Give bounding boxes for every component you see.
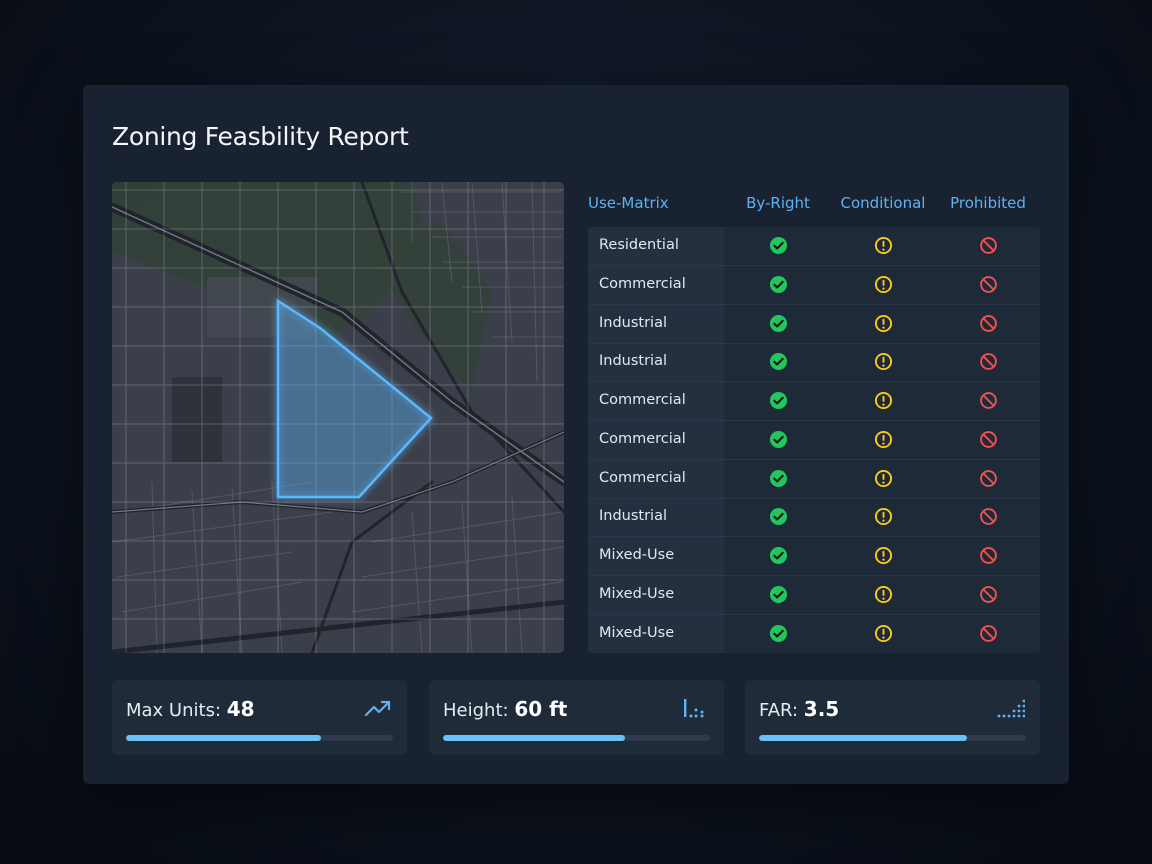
prohibited-icon xyxy=(979,275,998,294)
progress-track xyxy=(759,735,1026,741)
check-circle-icon xyxy=(769,314,788,333)
header-by-right[interactable]: By-Right xyxy=(746,194,810,212)
row-label: Industrial xyxy=(599,314,668,331)
table-row[interactable]: Mixed-Use xyxy=(588,615,1040,653)
row-label: Commercial xyxy=(599,469,686,486)
prohibited-icon xyxy=(979,352,998,371)
warning-circle-icon xyxy=(874,469,893,488)
header-conditional[interactable]: Conditional xyxy=(840,194,926,212)
prohibited-icon xyxy=(979,314,998,333)
stat-max-units: Max Units: 48 xyxy=(112,680,407,755)
prohibited-icon xyxy=(979,624,998,643)
prohibited-icon xyxy=(979,507,998,526)
map-canvas xyxy=(112,182,564,653)
prohibited-icon xyxy=(979,469,998,488)
row-label: Residential xyxy=(599,237,679,253)
site-map[interactable] xyxy=(112,182,564,653)
row-label: Mixed-Use xyxy=(599,585,675,602)
matrix-body: Residential Commercial Industrial Industria… xyxy=(588,227,1040,653)
stat-label: Height: xyxy=(443,700,509,721)
row-label: Industrial xyxy=(599,508,668,525)
page-title: Zoning Feasbility Report xyxy=(112,122,409,151)
table-row[interactable]: Commercial xyxy=(588,266,1040,305)
bar-dots-icon xyxy=(684,699,704,718)
warning-circle-icon xyxy=(874,391,893,410)
progress-fill xyxy=(443,735,625,741)
table-row[interactable]: Mixed-Use xyxy=(588,576,1040,615)
warning-circle-icon xyxy=(874,546,893,565)
check-circle-icon xyxy=(769,430,788,449)
warning-circle-icon xyxy=(874,275,893,294)
prohibited-icon xyxy=(979,430,998,449)
check-circle-icon xyxy=(769,391,788,410)
trending-up-icon xyxy=(364,700,391,717)
progress-fill xyxy=(126,735,321,741)
prohibited-icon xyxy=(979,585,998,604)
check-circle-icon xyxy=(769,469,788,488)
stat-far: FAR: 3.5 xyxy=(745,680,1040,755)
warning-circle-icon xyxy=(874,507,893,526)
table-row[interactable]: Industrial xyxy=(588,343,1040,383)
prohibited-icon xyxy=(979,391,998,410)
prohibited-icon xyxy=(979,546,998,565)
row-label: Commercial xyxy=(599,275,686,292)
header-use-matrix[interactable]: Use-Matrix xyxy=(588,194,669,212)
warning-circle-icon xyxy=(874,314,893,333)
check-circle-icon xyxy=(769,275,788,294)
progress-track xyxy=(126,735,393,741)
warning-circle-icon xyxy=(874,585,893,604)
row-label: Commercial xyxy=(599,430,686,447)
table-row[interactable]: Commercial xyxy=(588,382,1040,421)
stat-height: Height: 60 ft xyxy=(429,680,724,755)
check-circle-icon xyxy=(769,236,788,255)
stat-label: FAR: xyxy=(759,700,799,721)
header-prohibited[interactable]: Prohibited xyxy=(950,194,1026,212)
row-label: Mixed-Use xyxy=(599,624,675,641)
stat-label: Max Units: xyxy=(126,700,222,721)
progress-track xyxy=(443,735,710,741)
table-row[interactable]: Industrial xyxy=(588,305,1040,344)
report-card: Zoning Feasbility Report xyxy=(83,85,1069,784)
check-circle-icon xyxy=(769,507,788,526)
check-circle-icon xyxy=(769,352,788,371)
warning-circle-icon xyxy=(874,624,893,643)
table-row[interactable]: Residential xyxy=(588,227,1040,266)
signal-dots-icon xyxy=(997,699,1025,718)
table-row[interactable]: Industrial xyxy=(588,498,1040,538)
row-label: Industrial xyxy=(599,353,668,370)
warning-circle-icon xyxy=(874,430,893,449)
stat-value: 60 ft xyxy=(514,697,568,721)
row-label: Mixed-Use xyxy=(599,547,675,563)
parcel-boundary xyxy=(276,298,433,499)
check-circle-icon xyxy=(769,585,788,604)
table-row[interactable]: Mixed-Use xyxy=(588,537,1040,576)
row-label: Commercial xyxy=(599,392,686,408)
stat-value: 48 xyxy=(226,697,255,721)
stat-value: 3.5 xyxy=(803,697,840,721)
check-circle-icon xyxy=(769,546,788,565)
use-matrix: Use-Matrix By-Right Conditional Prohibit… xyxy=(588,182,1040,653)
table-row[interactable]: Commercial xyxy=(588,460,1040,499)
matrix-header: Use-Matrix By-Right Conditional Prohibit… xyxy=(588,182,1040,224)
table-row[interactable]: Commercial xyxy=(588,421,1040,460)
warning-circle-icon xyxy=(874,236,893,255)
progress-fill xyxy=(759,735,968,741)
prohibited-icon xyxy=(979,236,998,255)
warning-circle-icon xyxy=(874,352,893,371)
check-circle-icon xyxy=(769,624,788,643)
